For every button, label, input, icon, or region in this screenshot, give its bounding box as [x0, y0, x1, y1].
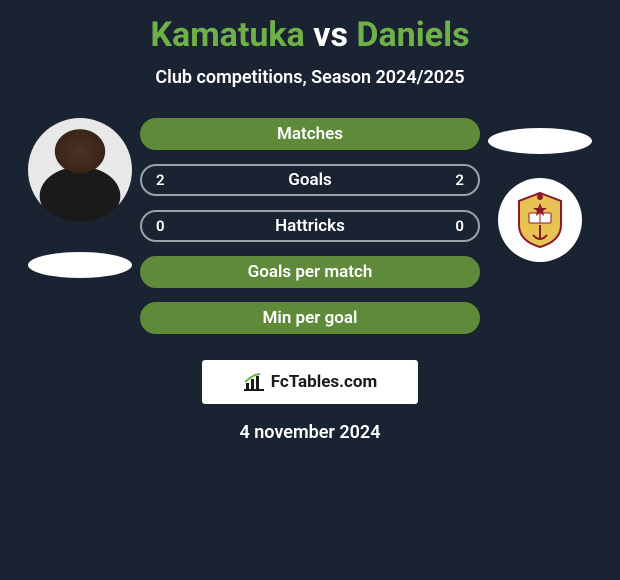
- crest-icon: [509, 189, 571, 251]
- page-title: Kamatuka vs Daniels: [150, 15, 469, 55]
- stat-left-value: 0: [156, 217, 165, 235]
- stat-label: Min per goal: [263, 308, 358, 328]
- player2-column: [480, 118, 600, 262]
- player1-avatar: [28, 118, 132, 222]
- player1-column: [20, 118, 140, 278]
- player2-crest: [498, 178, 582, 262]
- brand-text: FcTables.com: [271, 372, 377, 392]
- stat-label: Goals per match: [248, 262, 373, 282]
- stat-label: Hattricks: [275, 216, 345, 236]
- snapshot-date: 4 november 2024: [240, 422, 381, 443]
- title-player2: Daniels: [356, 15, 469, 55]
- stats-column: Matches 2 Goals 2 0 Hattricks 0 Goals pe…: [140, 118, 480, 334]
- brand-logo[interactable]: FcTables.com: [202, 360, 418, 404]
- title-player1: Kamatuka: [150, 15, 304, 55]
- player2-top-badge: [488, 128, 592, 154]
- stat-row-hattricks: 0 Hattricks 0: [140, 210, 480, 242]
- subtitle: Club competitions, Season 2024/2025: [155, 67, 464, 88]
- bar-chart-icon: [243, 373, 265, 391]
- stat-right-value: 2: [455, 171, 464, 189]
- player1-club-badge: [28, 252, 132, 278]
- stat-right-value: 0: [455, 217, 464, 235]
- comparison-area: Matches 2 Goals 2 0 Hattricks 0 Goals pe…: [0, 118, 620, 334]
- stat-left-value: 2: [156, 171, 165, 189]
- stat-label: Goals: [288, 170, 332, 190]
- stat-row-matches: Matches: [140, 118, 480, 150]
- stat-row-goals-per-match: Goals per match: [140, 256, 480, 288]
- stat-row-min-per-goal: Min per goal: [140, 302, 480, 334]
- root: Kamatuka vs Daniels Club competitions, S…: [0, 0, 620, 453]
- title-vs: vs: [313, 15, 348, 55]
- stat-label: Matches: [277, 124, 343, 144]
- stat-row-goals: 2 Goals 2: [140, 164, 480, 196]
